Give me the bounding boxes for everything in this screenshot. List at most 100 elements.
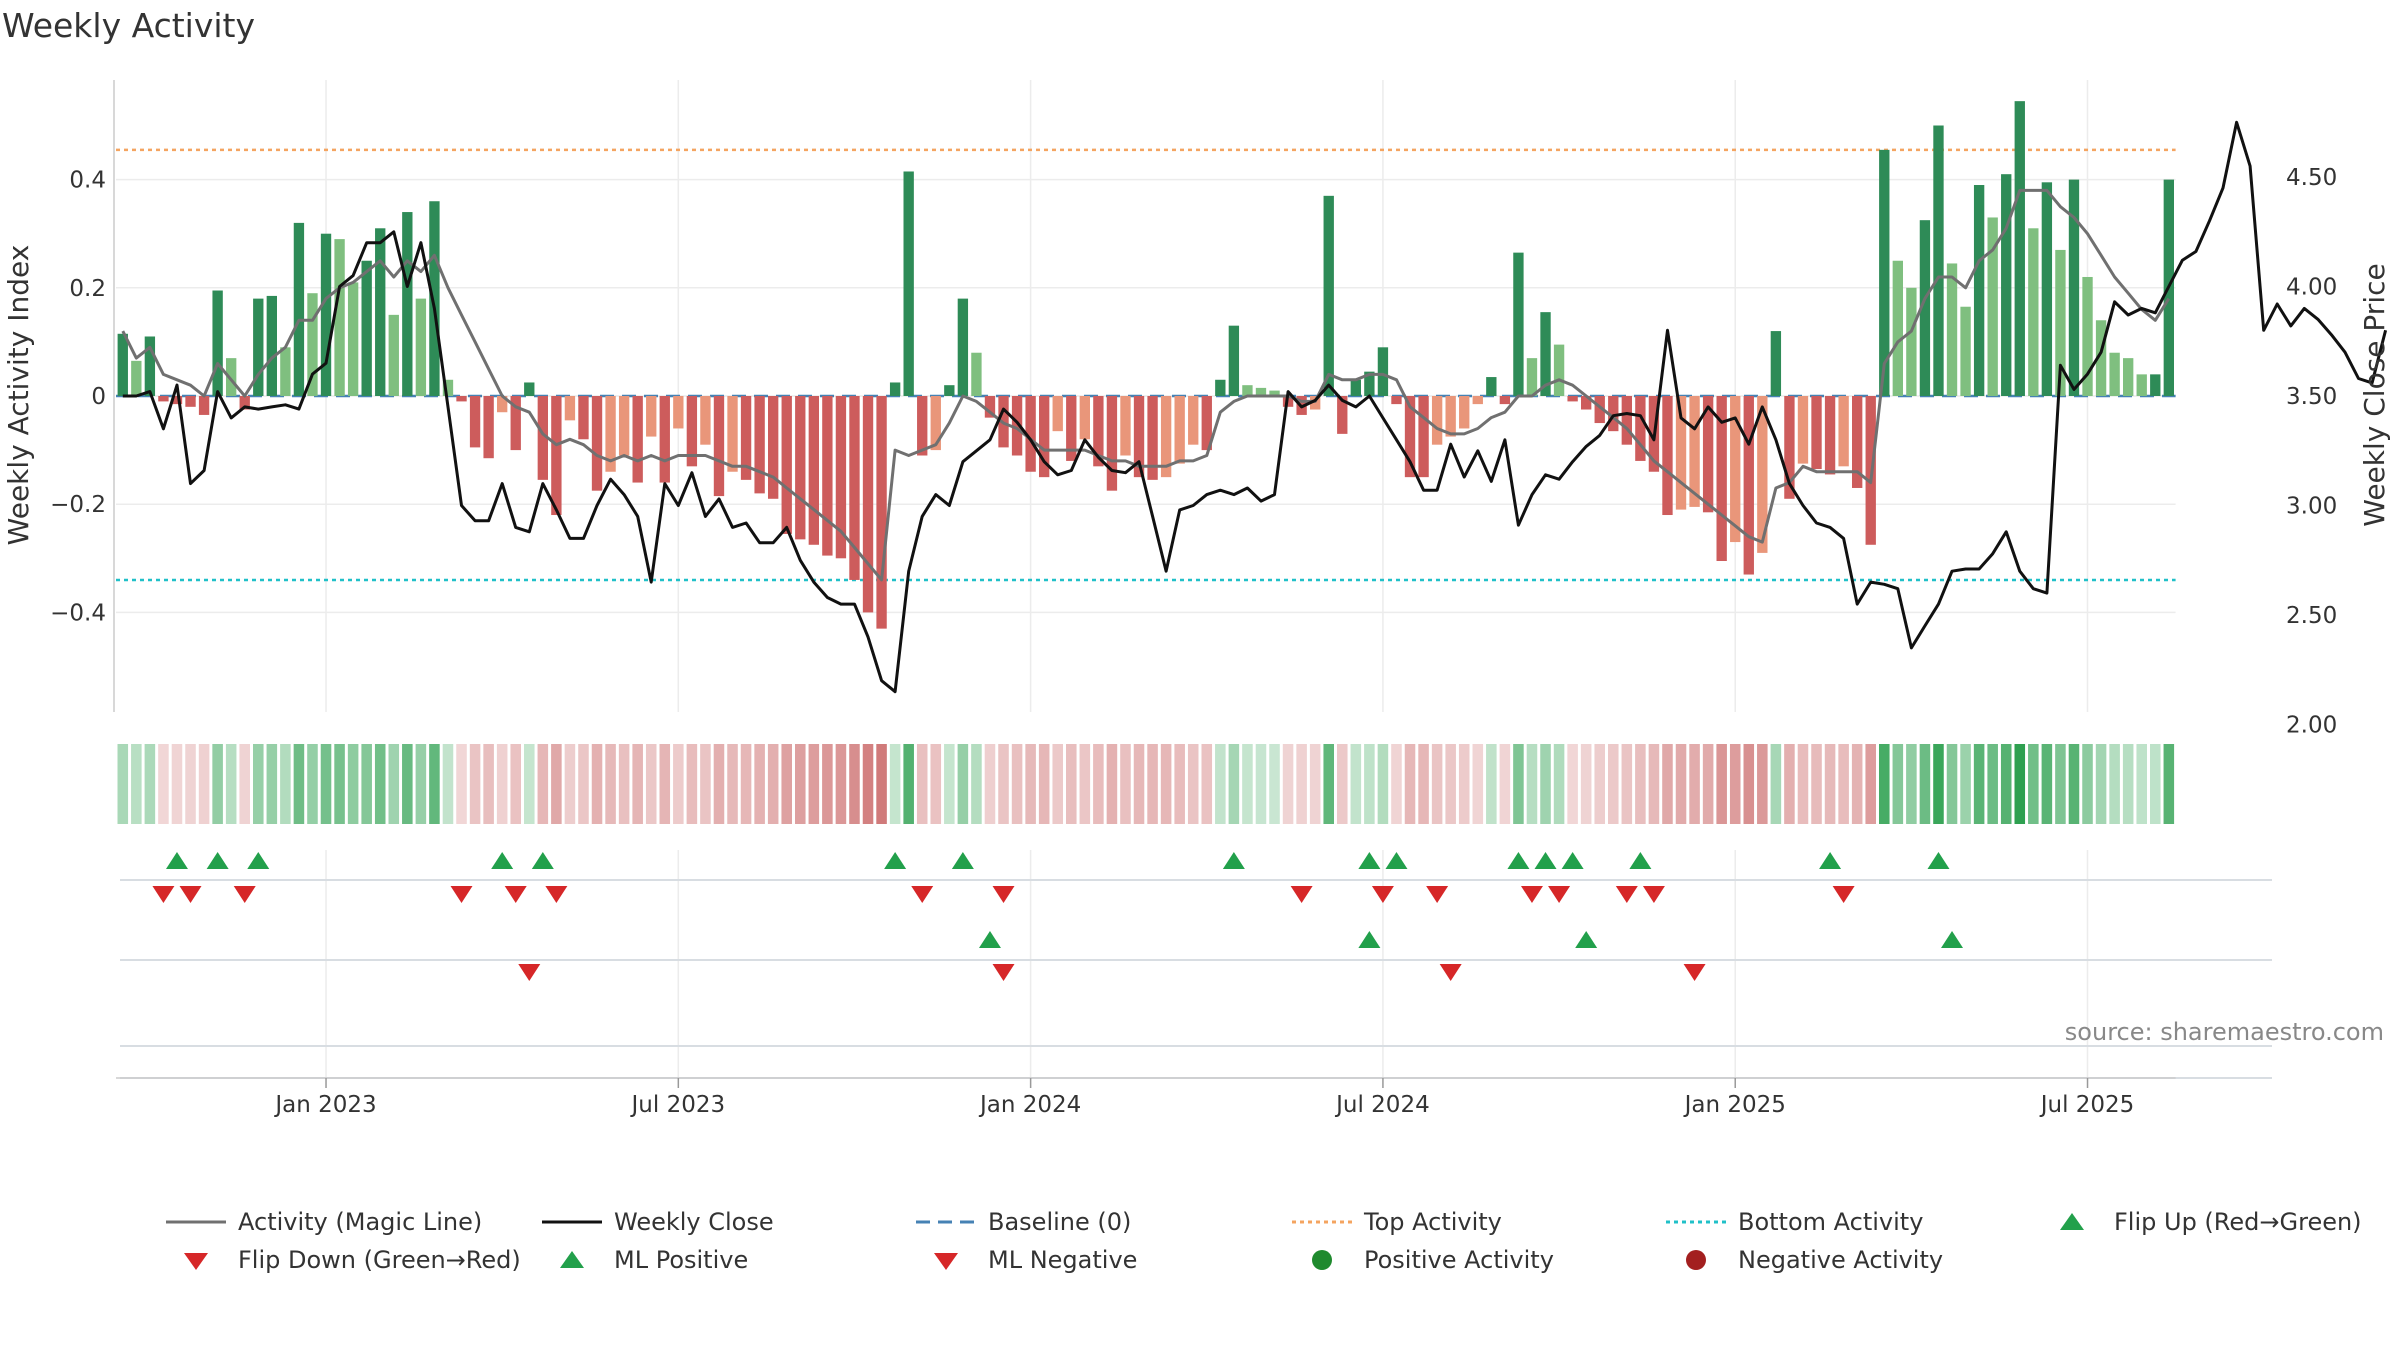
activity-bar	[1513, 252, 1524, 396]
activity-bar	[185, 396, 196, 407]
y-tick-label-right: 2.50	[2286, 603, 2337, 629]
axes: 0.4 0.2 0 −0.2 −0.4 4.50 4.00 3.50 3.00 2.50 2.00	[50, 80, 2337, 739]
activity-bar	[2068, 179, 2080, 396]
activity-bar	[917, 396, 928, 456]
activity-bar	[1702, 396, 1714, 513]
activity-bar	[1526, 358, 1538, 396]
activity-bar	[835, 396, 847, 559]
activity-bar	[1391, 396, 1402, 405]
heat-strip-cell	[1418, 744, 1429, 824]
heat-strip-cell	[1255, 744, 1267, 824]
heat-strip-cell	[686, 744, 698, 824]
activity-bar	[944, 385, 955, 396]
heat-strip-cell	[1784, 744, 1795, 824]
activity-bar	[930, 396, 941, 451]
activity-bar	[1770, 331, 1782, 396]
y-tick-label-left: 0.4	[69, 168, 106, 194]
activity-bar	[1404, 396, 1416, 478]
heat-strip-cell	[171, 744, 183, 824]
heat-strip-cell	[971, 744, 982, 824]
gridlines	[116, 80, 2176, 1078]
heat-strip-cell	[1526, 744, 1538, 824]
heat-strip-cell	[1282, 744, 1294, 824]
heat-strip-cell	[1377, 744, 1389, 824]
heat-strip-cell	[645, 744, 657, 824]
activity-bar	[131, 360, 142, 396]
flip-down-marker	[152, 886, 175, 903]
heat-strip-cell	[334, 744, 345, 824]
heat-strip-cell	[2095, 744, 2107, 824]
legend-item-positive-activity: Positive Activity	[1292, 1246, 1554, 1274]
heat-strip-cell	[1580, 744, 1592, 824]
activity-bar	[1757, 396, 1768, 553]
heat-strip-cell	[1973, 744, 1985, 824]
heat-strip-cell	[1106, 744, 1118, 824]
flip-up-marker	[1819, 852, 1842, 869]
activity-bar	[1039, 396, 1050, 478]
y-axis-left-label: Weekly Activity Index	[2, 245, 35, 546]
activity-bar	[1852, 396, 1863, 488]
heat-strip-cell	[551, 744, 562, 824]
y-tick-label-left: 0	[91, 384, 106, 410]
activity-bar	[307, 293, 318, 396]
heat-strip-cell	[1472, 744, 1484, 824]
activity-bar	[1811, 396, 1822, 470]
heat-strip-cell	[1350, 744, 1362, 824]
activity-bar	[971, 352, 982, 396]
activity-bar	[212, 290, 223, 396]
flip-up-marker	[1358, 852, 1381, 869]
flip-down-marker	[911, 886, 934, 903]
activity-bar	[2041, 182, 2053, 396]
activity-bar	[253, 298, 264, 396]
heat-strip-cell	[2109, 744, 2120, 824]
flip-up-marker	[1629, 852, 1652, 869]
activity-bar	[1946, 263, 1958, 396]
heat-strip-cell	[2028, 744, 2039, 824]
activity-bar	[1567, 396, 1578, 402]
activity-heat-strip	[117, 744, 2175, 824]
chart-title: Weekly Activity	[2, 6, 256, 45]
heat-strip-cell	[1364, 744, 1375, 824]
legend-label-bottom-activity: Bottom Activity	[1738, 1208, 1924, 1236]
heat-strip-cell	[2122, 744, 2134, 824]
activity-bar	[361, 260, 372, 396]
ml-negative-marker	[1439, 964, 1462, 981]
heat-strip-cell	[239, 744, 250, 824]
heat-strip-cell	[1743, 744, 1755, 824]
legend-label-magic-line: Activity (Magic Line)	[238, 1208, 483, 1236]
x-tick-label: Jan 2024	[978, 1092, 1081, 1118]
heat-strip-cell	[835, 744, 847, 824]
legend-item-negative-activity: Negative Activity	[1666, 1246, 1943, 1274]
activity-bar	[1242, 385, 1253, 396]
heat-strip-cell	[361, 744, 372, 824]
heat-strip-cell	[605, 744, 616, 824]
activity-bar	[754, 396, 765, 494]
activity-bar	[876, 396, 887, 629]
legend-item-magic-line: Activity (Magic Line)	[166, 1208, 482, 1236]
top-activity-swatch	[1292, 1210, 1352, 1234]
heat-strip-cell	[456, 744, 467, 824]
signal-markers	[120, 852, 2272, 1079]
heat-strip-cell	[1811, 744, 1822, 824]
activity-bar	[171, 396, 183, 405]
heat-strip-cell	[1133, 744, 1145, 824]
activity-bar	[524, 382, 535, 396]
activity-bar	[1906, 287, 1917, 396]
heat-strip-cell	[131, 744, 142, 824]
x-tick-label: Jul 2024	[1334, 1092, 1430, 1118]
heat-strip-cell	[564, 744, 576, 824]
x-tick-label: Jan 2023	[273, 1092, 376, 1118]
activity-bar	[2123, 358, 2134, 396]
activity-bar	[1919, 220, 1931, 396]
activity-bar	[347, 282, 359, 396]
legend-item-weekly-close: Weekly Close	[542, 1208, 774, 1236]
flip-down-marker	[450, 886, 473, 903]
heat-strip-cell	[673, 744, 684, 824]
activity-bar	[510, 396, 521, 451]
heat-strip-cell	[1323, 744, 1334, 824]
heat-strip-cell	[1066, 744, 1077, 824]
activity-bar	[293, 222, 305, 396]
baseline-swatch	[916, 1210, 976, 1234]
heat-strip-cell	[2000, 744, 2012, 824]
activity-bar	[1120, 396, 1131, 456]
